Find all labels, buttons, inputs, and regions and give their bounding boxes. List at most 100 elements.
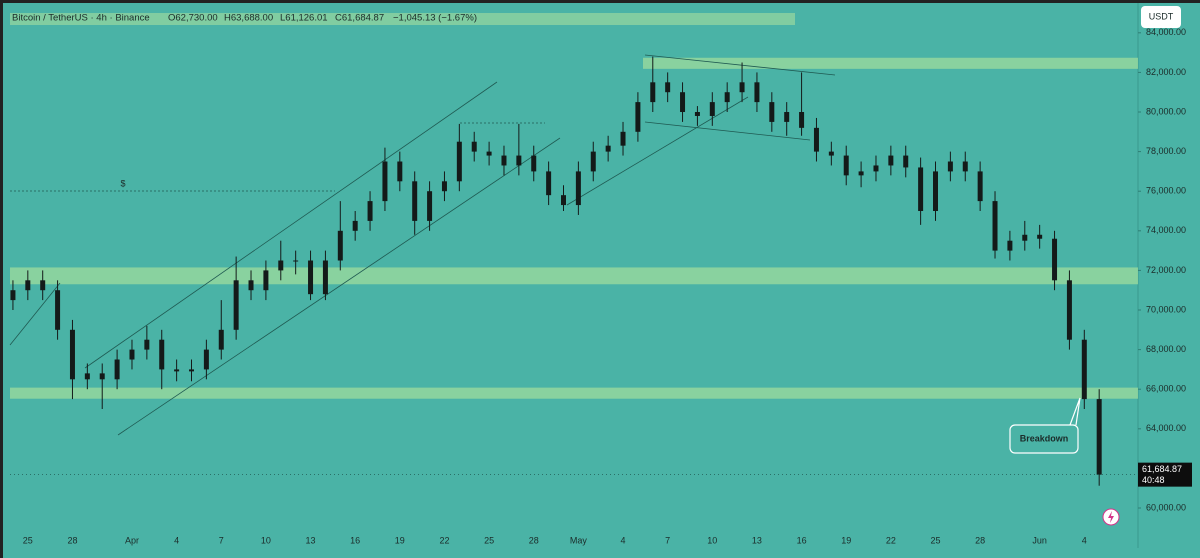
candle-body: [263, 270, 269, 291]
candle-body: [382, 161, 388, 202]
candle-body: [471, 141, 477, 152]
currency[interactable]: USDT: [1149, 11, 1174, 21]
y-tick-label: 66,000.00: [1146, 384, 1186, 394]
x-tick-label: 7: [665, 535, 670, 545]
candle-body: [278, 260, 284, 271]
x-tick-label: 25: [930, 535, 940, 545]
candle-body: [10, 290, 16, 301]
x-tick-label: May: [570, 535, 588, 545]
candle-body: [903, 155, 909, 168]
candle-body: [709, 102, 715, 116]
candle-body: [248, 280, 254, 291]
candle-body: [605, 145, 611, 152]
candle-body: [337, 230, 343, 261]
trendline: [84, 81, 498, 369]
candle-body: [918, 167, 924, 212]
x-tick-label: 19: [395, 535, 405, 545]
x-tick-label: 4: [621, 535, 626, 545]
candle-body: [1081, 339, 1087, 400]
candle-body: [218, 329, 224, 350]
candle-body: [129, 349, 135, 360]
candle-body: [665, 82, 671, 93]
y-tick-label: 78,000.00: [1146, 146, 1186, 156]
x-tick-label: 28: [67, 535, 77, 545]
callout: [1009, 424, 1079, 454]
candle-body: [516, 155, 522, 166]
y-tick-label: 74,000.00: [1146, 225, 1186, 235]
candle-body: [858, 171, 864, 176]
trendline: [9, 282, 61, 346]
candle-body: [650, 82, 656, 103]
trendline: [117, 137, 561, 436]
candle-body: [1037, 234, 1043, 239]
header-close: C61,684.87: [335, 13, 384, 24]
candle-body: [739, 82, 745, 93]
candle-body: [754, 82, 760, 103]
candles: [10, 56, 1102, 486]
trendline: [644, 121, 811, 141]
candle-body: [367, 201, 373, 221]
candle-body: [322, 260, 328, 295]
candle-body: [40, 280, 46, 291]
frame: [0, 0, 1200, 3]
x-tick-label: 22: [439, 535, 449, 545]
y-tick-label: 70,000.00: [1146, 304, 1186, 314]
currency-button[interactable]: [1141, 6, 1181, 28]
x-tick-label: 7: [219, 535, 224, 545]
candle-body: [873, 165, 879, 172]
candle-body: [397, 161, 403, 182]
x-tick-label: 25: [484, 535, 494, 545]
price-zone: [643, 57, 1138, 69]
candle-body: [501, 155, 507, 166]
candle-body: [1052, 238, 1058, 281]
candle-body: [843, 155, 849, 176]
candle-body: [546, 171, 552, 196]
candle-body: [933, 171, 938, 212]
y-tick-label: 84,000.00: [1146, 27, 1186, 37]
candle-body: [144, 339, 150, 350]
zones: [10, 57, 1138, 399]
last-price-label: 61,684.87: [1142, 464, 1182, 474]
candle-body: [813, 127, 819, 152]
candle-body: [159, 339, 165, 370]
trendline: [566, 96, 749, 206]
header-low: L61,126.01: [280, 13, 328, 24]
y-tick-label: 60,000.00: [1146, 502, 1186, 512]
candle-body: [590, 151, 596, 172]
header-band: [10, 13, 795, 25]
y-tick-label: 64,000.00: [1146, 423, 1186, 433]
x-tick-label: Apr: [125, 535, 139, 545]
x-tick-label: 28: [975, 535, 985, 545]
candle-body: [694, 112, 700, 116]
header-high: H63,688.00: [224, 13, 273, 24]
x-tick-label: 25: [23, 535, 33, 545]
last-price-box: [1138, 462, 1192, 487]
candle-body: [412, 181, 418, 221]
candle-body: [531, 155, 537, 172]
candle-body: [114, 359, 120, 380]
candle-body: [189, 369, 194, 372]
candle-body: [977, 171, 983, 202]
y-tick-label: 80,000.00: [1146, 106, 1186, 116]
callout-pointer: [1069, 397, 1081, 426]
x-tick-label: 10: [261, 535, 271, 545]
y-tick-label: 68,000.00: [1146, 344, 1186, 354]
candle-body: [828, 151, 834, 156]
candle-body: [486, 151, 492, 156]
candle-body: [888, 155, 894, 166]
candle-body: [947, 161, 953, 172]
candle-body: [203, 349, 209, 370]
frame: [0, 0, 3, 558]
x-tick-label: 28: [529, 535, 539, 545]
candle-body: [174, 369, 180, 372]
candle-body: [769, 102, 775, 122]
y-tick-label: 72,000.00: [1146, 265, 1186, 275]
candle-body: [724, 92, 730, 103]
callout-text: Breakdown: [1020, 433, 1069, 443]
candle-body: [1007, 240, 1013, 251]
y-tick-label: 82,000.00: [1146, 67, 1186, 77]
x-tick-label: 10: [707, 535, 717, 545]
candle-body: [1066, 280, 1072, 340]
countdown: 40:48: [1142, 475, 1165, 485]
candle-body: [427, 191, 433, 221]
